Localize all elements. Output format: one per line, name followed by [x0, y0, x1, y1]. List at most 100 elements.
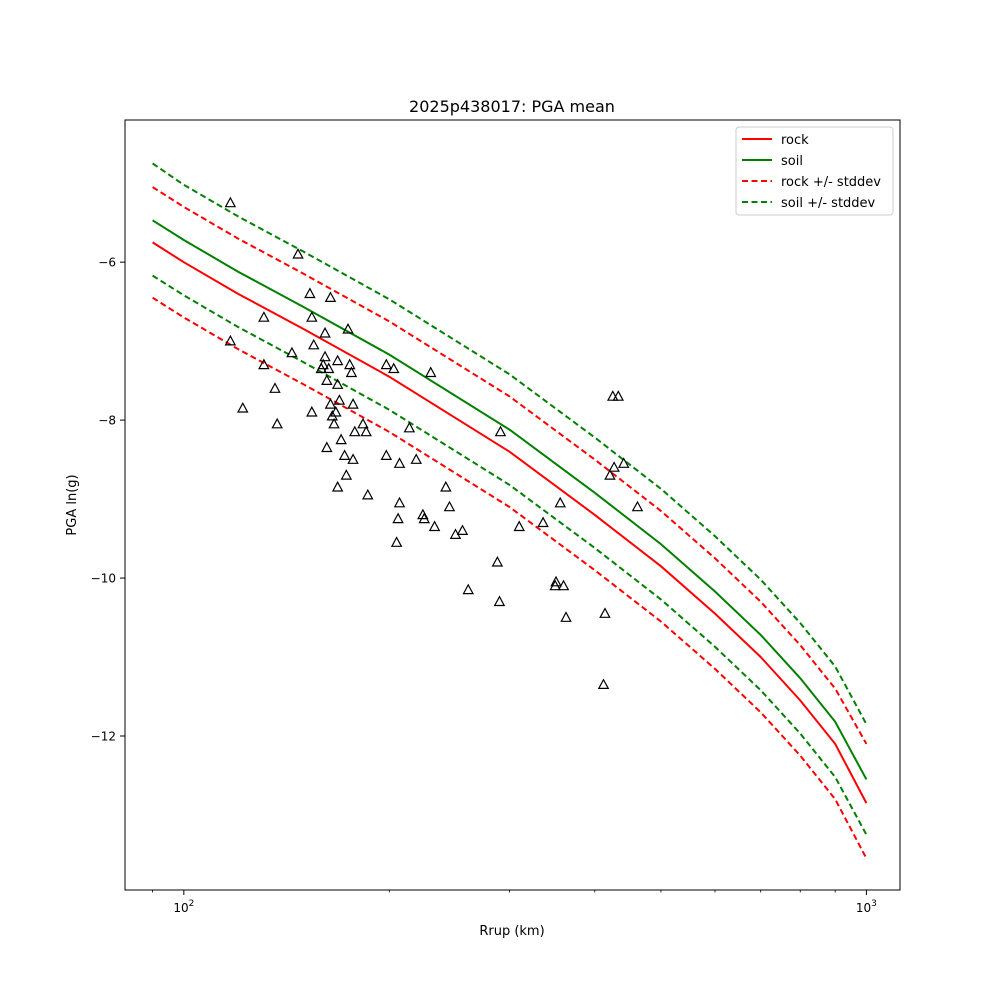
observation-point-35: [347, 398, 359, 409]
legend-label-soil-stddev: soil +/- stddev: [781, 196, 876, 211]
observation-point-76: [631, 500, 644, 512]
observation-point-43: [387, 362, 400, 374]
observation-point-45: [392, 512, 404, 524]
observation-point-52: [424, 366, 437, 378]
observation-point-39: [360, 425, 372, 437]
series-line-4-soil-stddev: [152, 162, 868, 725]
observation-point-1: [224, 334, 237, 346]
observation-point-59: [491, 556, 504, 567]
observation-point-61: [494, 425, 507, 437]
observation-point-46: [393, 496, 406, 508]
observation-point-70: [599, 607, 611, 618]
observation-point-74: [612, 390, 625, 401]
series-line-2-rock-stddev: [152, 186, 868, 745]
legend-label-rock-stddev: rock +/- stddev: [781, 175, 881, 190]
y-tick-label-1: −8: [98, 414, 116, 428]
observation-point-14: [317, 358, 329, 370]
observations-layer: [224, 196, 644, 690]
y-tick-label-2: −10: [91, 572, 116, 586]
observation-point-27: [331, 480, 344, 492]
observation-point-41: [380, 358, 393, 370]
observation-point-12: [307, 338, 320, 350]
observation-point-16: [319, 350, 331, 362]
x-tick-label-1: 103: [856, 899, 877, 915]
observation-point-0: [224, 196, 237, 208]
observation-point-26: [331, 354, 344, 366]
observation-point-4: [258, 358, 270, 370]
observation-point-55: [443, 500, 456, 512]
observation-point-34: [345, 366, 358, 378]
observation-point-3: [258, 311, 270, 322]
observation-point-2: [236, 402, 249, 413]
observation-point-36: [347, 453, 359, 464]
observation-point-17: [321, 441, 333, 453]
observation-point-30: [338, 449, 351, 460]
observation-point-68: [560, 611, 572, 622]
observation-point-19: [322, 362, 335, 374]
observation-point-49: [410, 453, 423, 464]
series-line-0-rock: [152, 241, 868, 804]
observation-point-71: [604, 469, 616, 480]
observation-point-37: [348, 425, 361, 437]
observation-point-47: [393, 457, 406, 468]
observation-point-21: [324, 291, 337, 302]
observation-point-5: [269, 382, 281, 393]
series-line-1-soil: [152, 219, 868, 780]
observation-point-29: [335, 433, 347, 445]
legend-label-soil: soil: [781, 154, 803, 169]
series-line-5: [152, 274, 868, 836]
observation-point-28: [333, 394, 346, 405]
observation-point-62: [513, 520, 526, 532]
observation-point-24: [330, 405, 342, 417]
observation-point-18: [321, 374, 333, 385]
observation-point-67: [557, 579, 570, 591]
observation-point-63: [537, 516, 549, 528]
observation-point-58: [462, 583, 475, 595]
observation-point-50: [417, 508, 429, 520]
observation-point-53: [428, 520, 441, 532]
observation-point-48: [403, 421, 416, 433]
observation-point-38: [357, 417, 369, 429]
y-axis-label: PGA ln(g): [65, 474, 80, 535]
observation-point-6: [271, 417, 283, 429]
legend-frame: [735, 126, 894, 216]
observation-point-66: [554, 496, 567, 508]
observation-point-11: [306, 405, 318, 417]
observation-point-72: [606, 390, 619, 401]
observation-point-25: [331, 378, 344, 389]
observation-point-10: [306, 311, 318, 322]
observation-point-7: [286, 346, 298, 358]
legend-label-rock: rock: [781, 133, 809, 148]
observation-point-40: [361, 488, 374, 500]
y-tick-label-3: −12: [91, 730, 116, 744]
x-tick-label-0: 102: [173, 899, 194, 915]
observation-point-33: [343, 358, 356, 370]
plot-frame: [124, 119, 901, 891]
series-line-3: [152, 296, 868, 859]
observation-point-51: [418, 512, 431, 524]
observation-point-73: [608, 461, 620, 472]
observation-point-44: [390, 536, 403, 547]
observation-point-20: [324, 398, 337, 409]
observation-point-57: [456, 524, 469, 536]
chart-title: 2025p438017: PGA mean: [409, 97, 615, 116]
observation-point-32: [342, 323, 354, 334]
observation-point-8: [292, 248, 304, 259]
legend: rock soil rock +/- stddev soil +/- stddev: [735, 126, 894, 216]
x-axis: 102 103: [152, 890, 877, 915]
y-axis: −6 −8 −10 −12: [91, 256, 125, 744]
observation-point-65: [550, 575, 562, 587]
y-tick-label-0: −6: [98, 256, 116, 270]
observation-point-31: [340, 469, 353, 480]
observation-point-42: [380, 449, 393, 460]
observation-point-75: [617, 457, 630, 468]
observation-point-9: [304, 287, 316, 299]
observation-point-60: [493, 595, 506, 607]
x-axis-label: Rrup (km): [479, 924, 544, 939]
observation-point-23: [328, 417, 340, 429]
series-layer: [152, 162, 868, 859]
observation-point-15: [319, 326, 331, 338]
observation-point-54: [440, 480, 452, 492]
